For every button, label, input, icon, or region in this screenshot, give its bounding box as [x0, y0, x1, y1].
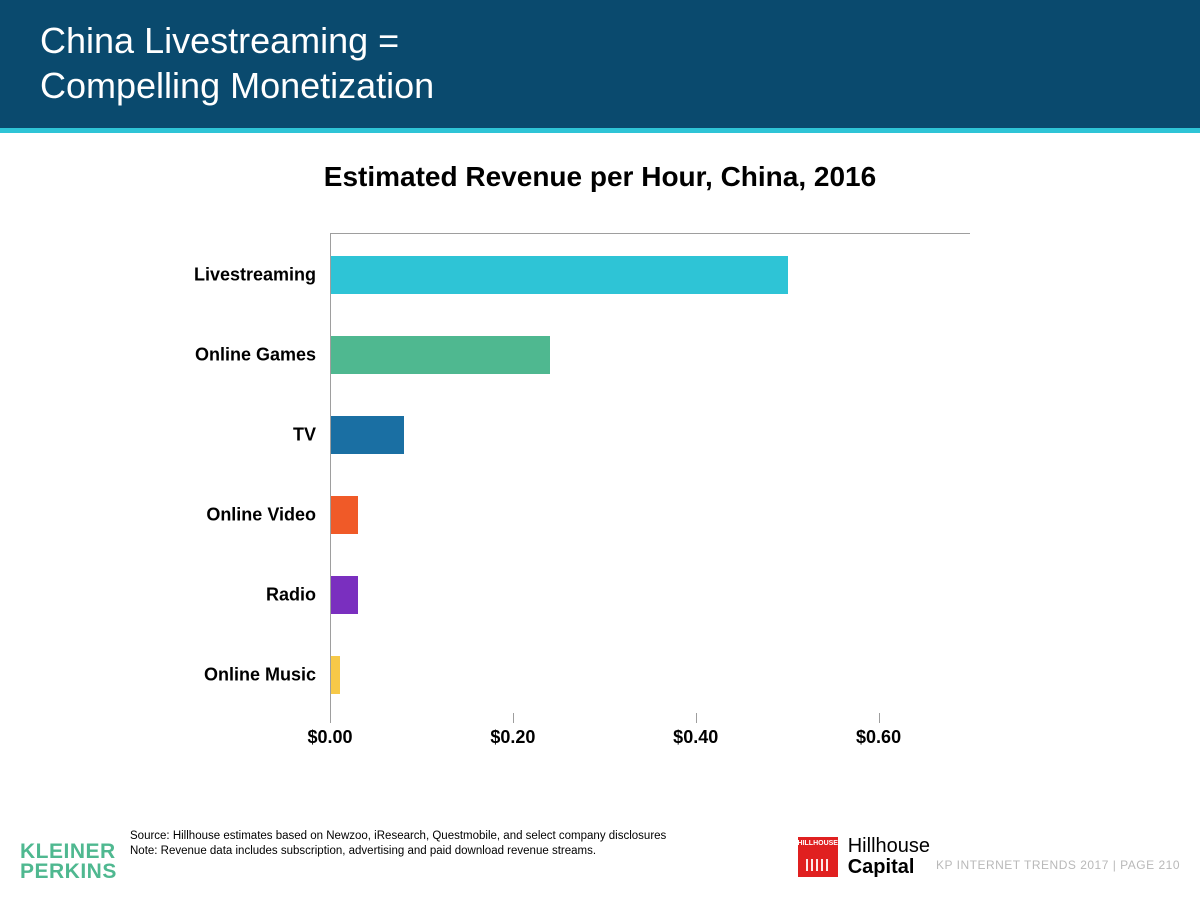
bar-row: Online Music	[330, 656, 970, 694]
bar	[331, 336, 550, 374]
bar-label: Livestreaming	[194, 265, 316, 286]
kleiner-perkins-logo: KLEINER PERKINS	[20, 842, 117, 882]
header-underline	[0, 128, 1200, 133]
source-text: Source: Hillhouse estimates based on New…	[130, 829, 666, 845]
bar-label: Online Games	[195, 345, 316, 366]
slide-footer: KLEINER PERKINS Source: Hillhouse estima…	[0, 816, 1200, 900]
x-tick-label: $0.20	[490, 727, 535, 748]
bar-row: Radio	[330, 576, 970, 614]
kp-logo-line2: PERKINS	[20, 862, 117, 882]
y-axis-line	[330, 234, 331, 713]
x-tick-label: $0.60	[856, 727, 901, 748]
chart-area: Livestreaming Online Games TV Online Video R…	[150, 223, 1050, 783]
bar-row: Online Video	[330, 496, 970, 534]
slide-title: China Livestreaming = Compelling Monetiz…	[40, 18, 1160, 108]
bar	[331, 496, 358, 534]
bar-label: TV	[293, 425, 316, 446]
slide-title-line1: China Livestreaming =	[40, 20, 399, 61]
x-tick-label: $0.40	[673, 727, 718, 748]
x-axis: $0.00$0.20$0.40$0.60	[330, 713, 970, 753]
x-tick	[696, 713, 697, 723]
kp-logo-line1: KLEINER	[20, 842, 117, 862]
x-tick-label: $0.00	[307, 727, 352, 748]
hillhouse-badge-text: HILLHOUSE	[798, 840, 838, 847]
slide: China Livestreaming = Compelling Monetiz…	[0, 0, 1200, 900]
chart-title: Estimated Revenue per Hour, China, 2016	[0, 161, 1200, 193]
hillhouse-logo: HILLHOUSE Hillhouse Capital	[798, 836, 930, 878]
source-note: Source: Hillhouse estimates based on New…	[130, 829, 666, 860]
bar-row: Livestreaming	[330, 256, 970, 294]
slide-title-line2: Compelling Monetization	[40, 65, 434, 106]
chart-plot: Livestreaming Online Games TV Online Video R…	[330, 233, 970, 713]
bar-label: Online Music	[204, 665, 316, 686]
bar	[331, 656, 340, 694]
hillhouse-name-line1: Hillhouse	[848, 836, 930, 857]
bar	[331, 576, 358, 614]
hillhouse-badge: HILLHOUSE	[798, 837, 838, 877]
bar-label: Online Video	[206, 505, 316, 526]
x-tick	[513, 713, 514, 723]
bar-row: Online Games	[330, 336, 970, 374]
page-label: KP INTERNET TRENDS 2017 | PAGE 210	[936, 858, 1180, 872]
hillhouse-name-line2: Capital	[848, 857, 930, 878]
note-text: Note: Revenue data includes subscription…	[130, 844, 666, 860]
slide-header: China Livestreaming = Compelling Monetiz…	[0, 0, 1200, 128]
x-tick	[330, 713, 331, 723]
hillhouse-name: Hillhouse Capital	[848, 836, 930, 878]
bar	[331, 256, 788, 294]
bar-row: TV	[330, 416, 970, 454]
bar-label: Radio	[266, 585, 316, 606]
bar	[331, 416, 404, 454]
x-tick	[879, 713, 880, 723]
